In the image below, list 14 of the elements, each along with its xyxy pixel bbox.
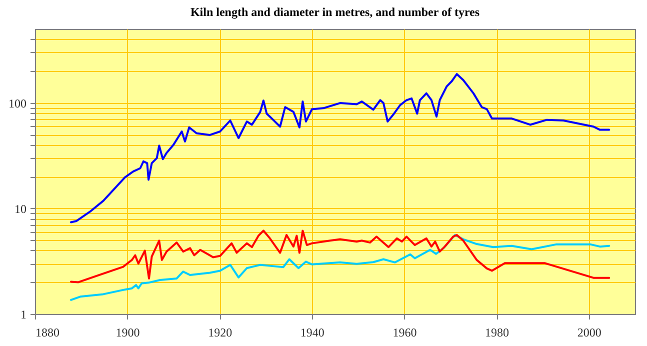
chart-title: Kiln length and diameter in metres, and number of tyres bbox=[190, 5, 480, 19]
x-tick-label: 1940 bbox=[300, 326, 324, 340]
x-tick-label: 1880 bbox=[36, 326, 60, 340]
x-tick-label: 1920 bbox=[208, 326, 232, 340]
x-tick-label: 1980 bbox=[485, 326, 510, 340]
y-tick-label: 100 bbox=[8, 96, 26, 110]
x-tick-label: 2000 bbox=[577, 326, 602, 340]
y-tick-label: 1 bbox=[20, 308, 26, 322]
y-tick-label: 10 bbox=[14, 202, 26, 216]
line-series bbox=[70, 234, 610, 301]
line-series bbox=[70, 73, 610, 224]
x-tick-label: 1900 bbox=[116, 326, 140, 340]
x-tick-label: 1960 bbox=[392, 326, 417, 340]
line-series bbox=[70, 230, 610, 284]
